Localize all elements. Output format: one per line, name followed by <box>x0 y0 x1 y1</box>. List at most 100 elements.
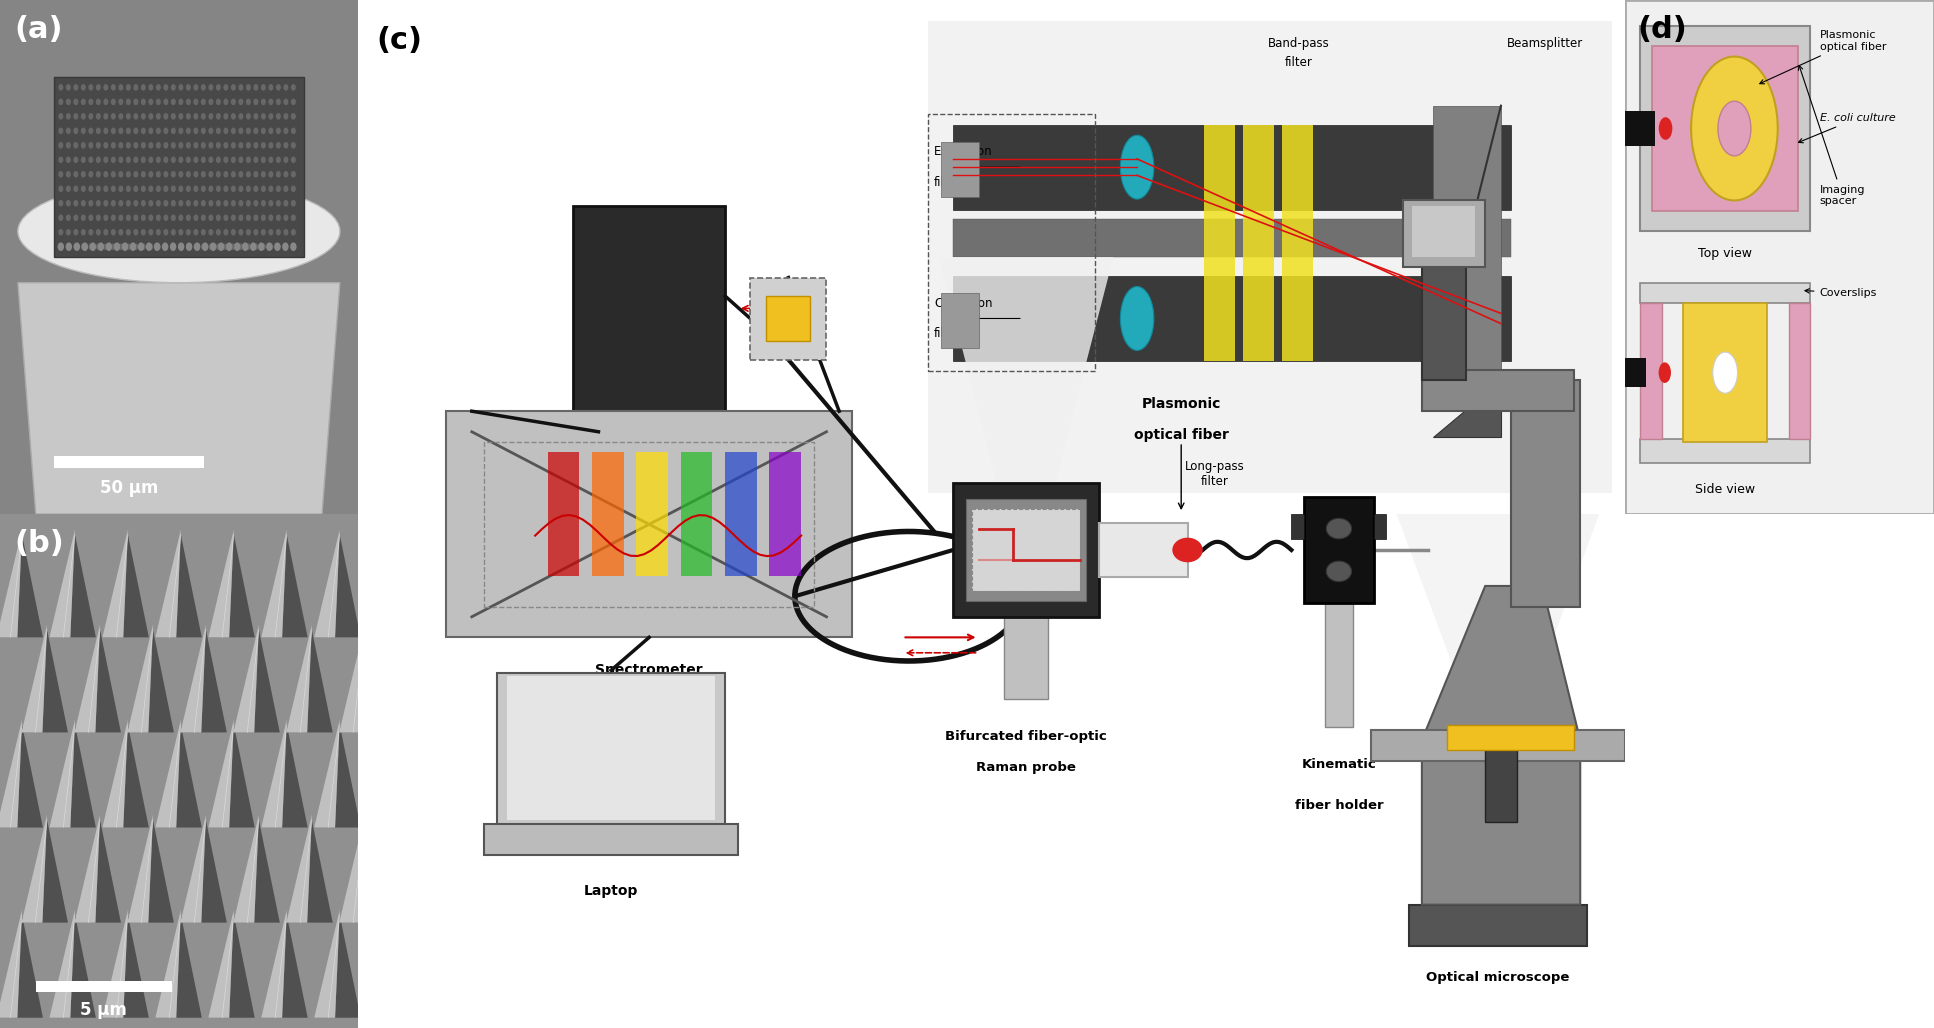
Text: Mirror: Mirror <box>1507 402 1543 415</box>
Circle shape <box>89 186 93 191</box>
Polygon shape <box>155 910 182 1018</box>
Circle shape <box>277 84 280 90</box>
Circle shape <box>149 172 153 177</box>
Bar <box>973 509 1079 591</box>
Circle shape <box>89 128 93 134</box>
Circle shape <box>81 143 85 148</box>
Circle shape <box>186 244 191 250</box>
Circle shape <box>284 128 288 134</box>
Circle shape <box>292 100 296 105</box>
Circle shape <box>141 244 145 250</box>
Circle shape <box>120 100 122 105</box>
Circle shape <box>112 128 116 134</box>
Circle shape <box>201 186 205 191</box>
Circle shape <box>217 100 220 105</box>
Circle shape <box>284 100 288 105</box>
Circle shape <box>172 157 176 162</box>
Circle shape <box>106 244 112 250</box>
Circle shape <box>180 157 182 162</box>
Circle shape <box>248 244 249 250</box>
Polygon shape <box>228 725 255 828</box>
Polygon shape <box>73 814 101 923</box>
Bar <box>1412 206 1476 257</box>
Circle shape <box>126 215 130 220</box>
Circle shape <box>81 172 85 177</box>
Polygon shape <box>103 910 128 1018</box>
Text: fiber holder: fiber holder <box>1294 799 1383 812</box>
Bar <box>1325 603 1354 727</box>
Circle shape <box>193 143 197 148</box>
Circle shape <box>290 244 296 250</box>
Circle shape <box>89 100 93 105</box>
Circle shape <box>234 244 240 250</box>
Circle shape <box>149 186 153 191</box>
Circle shape <box>149 215 153 220</box>
Bar <box>1640 303 1661 440</box>
Circle shape <box>149 114 153 119</box>
Circle shape <box>66 186 70 191</box>
Circle shape <box>224 84 228 90</box>
Circle shape <box>73 229 77 234</box>
Circle shape <box>217 172 220 177</box>
Circle shape <box>133 244 137 250</box>
Circle shape <box>201 157 205 162</box>
Circle shape <box>195 244 199 250</box>
Circle shape <box>240 100 242 105</box>
Circle shape <box>60 200 62 206</box>
Circle shape <box>81 128 85 134</box>
Circle shape <box>141 200 145 206</box>
Circle shape <box>240 229 242 234</box>
Circle shape <box>164 157 168 162</box>
Circle shape <box>186 157 190 162</box>
Text: (c): (c) <box>377 26 424 54</box>
Circle shape <box>180 172 182 177</box>
Circle shape <box>193 186 197 191</box>
Text: Plasmonic: Plasmonic <box>1141 397 1220 411</box>
Text: Excitation: Excitation <box>934 145 992 158</box>
Circle shape <box>217 114 220 119</box>
Circle shape <box>240 143 242 148</box>
Circle shape <box>97 244 101 250</box>
Circle shape <box>120 172 122 177</box>
Polygon shape <box>0 529 21 637</box>
Bar <box>928 21 1611 493</box>
Circle shape <box>186 100 190 105</box>
Polygon shape <box>50 915 75 1018</box>
Circle shape <box>157 143 161 148</box>
Circle shape <box>112 200 116 206</box>
Circle shape <box>97 200 101 206</box>
Circle shape <box>112 215 116 220</box>
Text: filter: filter <box>1284 56 1313 69</box>
Circle shape <box>120 128 122 134</box>
Circle shape <box>186 186 190 191</box>
Circle shape <box>277 229 280 234</box>
Circle shape <box>149 128 153 134</box>
Circle shape <box>261 229 265 234</box>
Polygon shape <box>103 915 128 1018</box>
Circle shape <box>232 84 236 90</box>
Circle shape <box>104 186 108 191</box>
Circle shape <box>186 215 190 220</box>
Polygon shape <box>21 629 46 732</box>
Bar <box>54 77 304 257</box>
Circle shape <box>133 172 137 177</box>
Circle shape <box>89 157 93 162</box>
Circle shape <box>164 128 168 134</box>
Circle shape <box>186 84 190 90</box>
Polygon shape <box>1396 514 1599 720</box>
Bar <box>592 452 625 576</box>
Polygon shape <box>360 629 385 732</box>
Circle shape <box>133 186 137 191</box>
Circle shape <box>60 114 62 119</box>
Polygon shape <box>1433 380 1501 437</box>
Circle shape <box>164 114 168 119</box>
Circle shape <box>292 186 296 191</box>
Circle shape <box>217 244 220 250</box>
Circle shape <box>209 229 213 234</box>
Bar <box>1244 124 1275 361</box>
Polygon shape <box>209 535 234 637</box>
Circle shape <box>186 244 190 250</box>
Bar <box>37 981 172 992</box>
Circle shape <box>240 215 242 220</box>
Circle shape <box>261 143 265 148</box>
